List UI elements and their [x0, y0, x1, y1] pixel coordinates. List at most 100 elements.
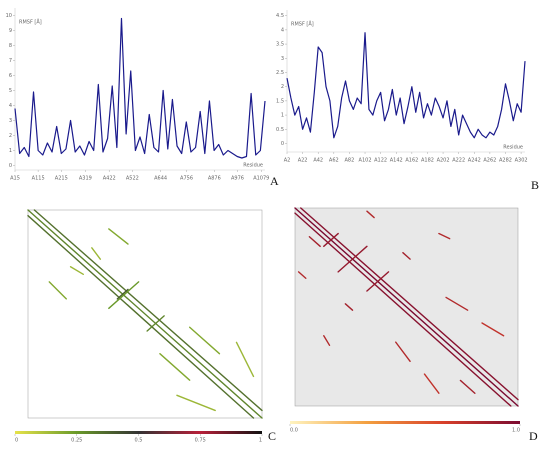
contact	[366, 271, 390, 292]
y-tick-label: 6	[9, 73, 12, 79]
contact	[337, 245, 368, 273]
contact	[366, 210, 375, 219]
contact	[323, 335, 331, 347]
contact	[300, 207, 519, 401]
x-tick-label: A82	[345, 158, 355, 164]
y-tick-label: 4	[281, 27, 284, 33]
x-tick-label: A115	[32, 176, 45, 182]
x-tick-label: A15	[10, 176, 20, 182]
contact	[344, 303, 354, 311]
contact	[116, 288, 129, 300]
x-axis-label: Residue	[503, 145, 523, 151]
colorbar	[15, 431, 262, 434]
x-tick-label: A319	[79, 176, 92, 182]
y-tick-label: 2.5	[276, 70, 284, 76]
x-tick-label: A222	[452, 158, 465, 164]
panel-letter: C	[268, 429, 276, 443]
contact	[323, 232, 339, 248]
contact	[91, 247, 102, 260]
x-tick-label: A102	[359, 158, 372, 164]
contact	[176, 394, 216, 412]
contact	[188, 326, 221, 355]
y-tick-label: 0.5	[276, 127, 284, 133]
contact	[294, 207, 519, 407]
contact	[402, 252, 411, 260]
contact	[294, 212, 512, 407]
x-tick-label: A422	[103, 176, 116, 182]
contact	[423, 373, 440, 394]
contact	[395, 341, 411, 362]
colorbar	[290, 421, 520, 424]
x-tick-label: A22	[298, 158, 308, 164]
y-tick-label: 1	[9, 148, 12, 154]
contact	[459, 379, 476, 394]
contact	[69, 266, 85, 275]
x-tick-label: A42	[313, 158, 323, 164]
contact	[27, 214, 255, 419]
x-tick-label: A202	[437, 158, 450, 164]
contact	[159, 353, 191, 381]
y-tick-label: 4	[9, 103, 12, 109]
y-tick-label: 3.5	[276, 42, 284, 48]
contact	[308, 236, 321, 248]
y-tick-label: 1	[281, 113, 284, 119]
x-tick-label: A242	[468, 158, 481, 164]
contact	[146, 315, 165, 332]
contact	[481, 322, 505, 337]
x-tick-label: A644	[154, 176, 167, 182]
x-tick-label: A1079	[253, 176, 269, 182]
y-tick-label: 2	[9, 133, 12, 139]
colorbar-label: 0	[15, 438, 18, 444]
contact	[108, 281, 140, 310]
contact	[297, 271, 307, 279]
y-tick-label: 5	[9, 88, 12, 94]
x-tick-label: A162	[405, 158, 418, 164]
contact	[235, 341, 255, 378]
x-tick-label: A262	[483, 158, 496, 164]
x-axis-label: Residue	[243, 163, 263, 169]
y-tick-label: 3	[9, 118, 12, 124]
x-tick-label: A756	[180, 176, 193, 182]
rmsf-line	[14, 17, 266, 159]
panel-letter: A	[270, 174, 279, 188]
y-tick-label: 3	[281, 56, 284, 62]
colorbar-label: 0.75	[195, 438, 206, 444]
y-tick-label: 0	[9, 163, 12, 169]
x-tick-label: A182	[421, 158, 434, 164]
colorbar-label: 0.5	[135, 438, 143, 444]
rmsf-line	[286, 32, 526, 139]
y-tick-label: 9	[9, 28, 12, 34]
y-tick-label: 7	[9, 58, 12, 64]
x-tick-label: A122	[374, 158, 387, 164]
x-tick-label: A282	[499, 158, 512, 164]
contact	[48, 281, 67, 300]
x-tick-label: A142	[390, 158, 403, 164]
x-tick-label: A876	[208, 176, 221, 182]
colorbar-label: 0.0	[290, 428, 298, 434]
x-tick-label: A215	[55, 176, 68, 182]
y-axis-label: RMSF [Å]	[291, 21, 314, 28]
x-tick-label: A2	[284, 158, 291, 164]
y-tick-label: 10	[6, 13, 12, 19]
contact	[445, 296, 469, 311]
y-tick-label: 8	[9, 43, 12, 49]
y-tick-label: 1.5	[276, 98, 284, 104]
contact	[108, 228, 129, 245]
x-tick-label: A302	[515, 158, 528, 164]
colorbar-label: 0.25	[71, 438, 82, 444]
x-tick-label: A522	[126, 176, 139, 182]
x-tick-label: A976	[231, 176, 244, 182]
panel-letter: B	[531, 178, 539, 192]
y-tick-label: 0	[281, 141, 284, 147]
y-tick-label: 2	[281, 84, 284, 90]
contact	[438, 232, 451, 240]
contact	[27, 209, 263, 419]
contact	[33, 209, 263, 412]
colorbar-label: 1	[259, 438, 262, 444]
y-axis-label: RMSF [Å]	[19, 19, 42, 26]
panel-letter: D	[529, 429, 538, 443]
y-tick-label: 4.5	[276, 13, 284, 19]
colorbar-label: 1.0	[512, 428, 520, 434]
x-tick-label: A62	[329, 158, 339, 164]
